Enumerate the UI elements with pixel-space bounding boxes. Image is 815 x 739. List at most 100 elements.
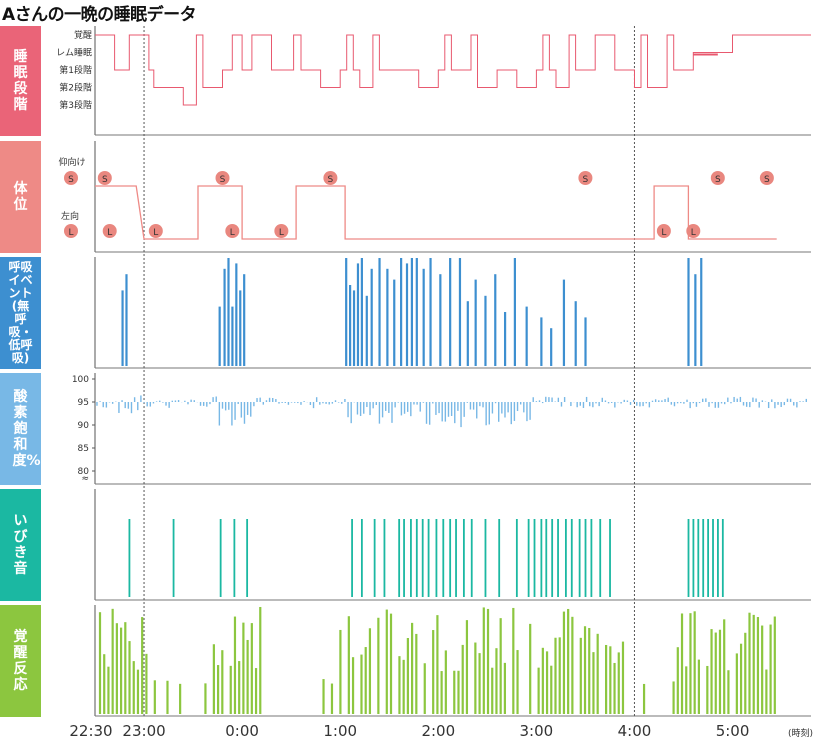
position-marker-letter: S (220, 175, 226, 185)
arousal-bar (672, 681, 675, 714)
arousal-bar (107, 666, 110, 714)
resp-event-bar (584, 317, 587, 366)
snore-bar (570, 519, 573, 597)
arousal-bar (735, 653, 738, 714)
stage-tick-label: 第1段階 (59, 64, 92, 76)
arousal-bar (432, 630, 435, 714)
resp-event-bar (494, 274, 497, 366)
arousal-bar (385, 609, 388, 714)
snore-bar (233, 519, 236, 597)
resp-event-bar (484, 295, 487, 366)
resp-event-bar (235, 263, 238, 366)
arousal-bar (605, 644, 608, 714)
arousal-bar (765, 669, 768, 714)
resp-event-bar (345, 258, 348, 366)
resp-event-bar (540, 317, 543, 366)
snore-bar (421, 519, 424, 597)
position-marker-letter: S (102, 175, 108, 185)
resp-event-bar (410, 258, 414, 366)
arousal-bar (689, 613, 692, 714)
snore-bar (599, 519, 602, 597)
resp-event-bar (574, 301, 577, 366)
arousal-bar (558, 637, 561, 714)
arousal-bar (588, 627, 591, 714)
position-axis-marker (64, 171, 78, 185)
arousal-bar (516, 650, 519, 714)
arousal-bar (723, 619, 726, 714)
snore-bar (557, 519, 559, 597)
arousal-bar (98, 612, 102, 714)
arousal-bar (676, 647, 679, 714)
snore-bar (721, 519, 724, 597)
arousal-bar (415, 633, 418, 714)
resp-event-bar (218, 306, 221, 366)
spo2-tick-label: 100 (72, 375, 89, 385)
resp-event-bar (700, 258, 703, 366)
position-tick-label-supine: 仰向け (58, 156, 85, 168)
stage-tick-label: レム睡眠 (56, 47, 92, 59)
time-tick-label: 0:00 (225, 722, 259, 739)
stage-tick-label: 第3段階 (59, 99, 92, 111)
arousal-bar (529, 623, 532, 714)
snore-bar (707, 519, 710, 597)
snore-bar (462, 519, 465, 597)
resp-event-bar (370, 268, 373, 366)
arousal-bar (212, 644, 215, 714)
arousal-bar (621, 641, 625, 714)
snore-bar (128, 519, 131, 597)
stage-tick-label: 第2段階 (59, 82, 92, 94)
label-resp-events: 呼吸イベント(無呼吸・低呼吸) (0, 257, 41, 369)
snore-bar (687, 519, 690, 597)
resp-event-bar (125, 274, 128, 366)
time-tick-label: 23:00 (122, 722, 165, 739)
snore-bar (415, 519, 418, 597)
label-snoring-text: いびき音 (13, 513, 28, 577)
position-marker-letter: L (661, 228, 666, 238)
arousal-bar (330, 683, 334, 714)
arousal-bar (642, 683, 646, 714)
arousal-bar (389, 613, 393, 714)
snore-bar (172, 519, 175, 597)
resp-event-bar (525, 306, 528, 366)
position-marker-letter: L (691, 228, 696, 238)
arousal-bar (124, 622, 127, 714)
arousal-bar (693, 611, 696, 714)
snore-bar (360, 519, 363, 597)
label-spo2: 酸素飽和度% (0, 373, 41, 485)
snore-bar (435, 519, 438, 597)
resp-event-bar (231, 306, 234, 366)
resp-event-bar (239, 290, 242, 366)
arousal-bar (613, 662, 616, 714)
arousal-bar (351, 657, 355, 714)
arousal-bar (166, 680, 169, 714)
position-marker (323, 171, 338, 185)
position-axis-marker (64, 224, 78, 238)
arousal-bar (406, 638, 409, 714)
snore-bar (410, 519, 412, 597)
snore-bar (584, 519, 587, 597)
snore-bar (427, 519, 430, 597)
resp-event-bar (449, 258, 452, 366)
snore-bar (712, 519, 714, 597)
arousal-bar (567, 608, 570, 714)
arousal-bar (444, 650, 447, 714)
arousal-bar (347, 616, 350, 714)
position-marker (225, 224, 240, 238)
arousal-bar (141, 617, 144, 714)
sleep-stage-line (95, 34, 811, 106)
arousal-bar (503, 662, 506, 714)
arousal-bar (136, 669, 140, 714)
time-tick-label: 22:30 (69, 722, 112, 739)
arousal-bar (153, 680, 156, 714)
arousal-bar (377, 617, 380, 714)
arousal-bar (550, 665, 553, 714)
arousal-bar (132, 661, 135, 714)
resp-event-bar (349, 285, 352, 366)
arousal-bar (411, 622, 414, 714)
label-arousal: 覚醒反応 (0, 605, 41, 717)
resp-event-bar (474, 279, 477, 366)
arousal-bar (714, 632, 717, 714)
arousal-bar (246, 639, 249, 714)
resp-event-bar (458, 258, 462, 366)
